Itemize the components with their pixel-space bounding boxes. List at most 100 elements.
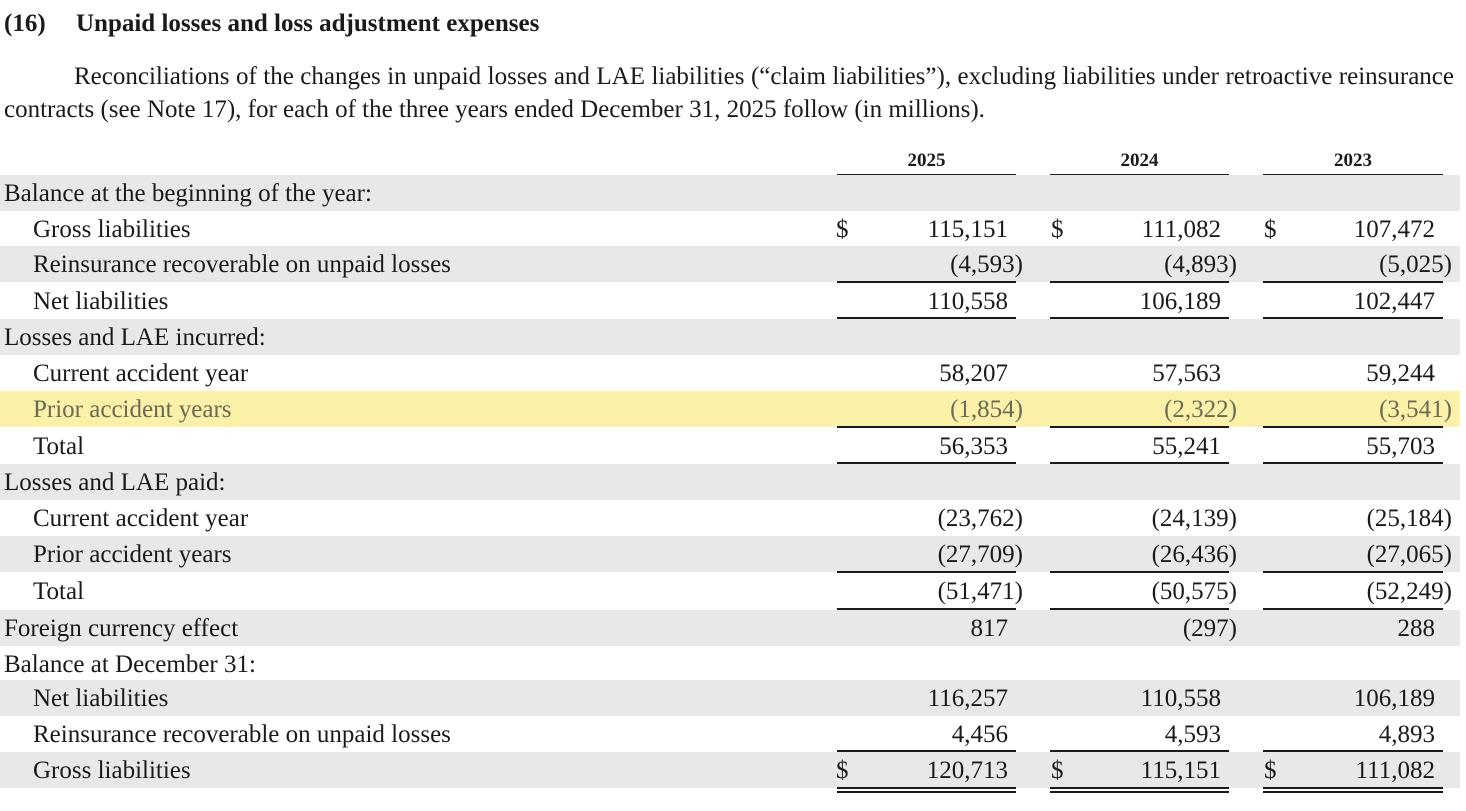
subtotal-rule	[837, 426, 1016, 428]
table-row: Total (51,471) (50,575) (52,249)	[0, 573, 1460, 609]
cell-2024: (24,139)	[1151, 505, 1237, 532]
currency-symbol: $	[1264, 757, 1277, 784]
cell-2025: (23,762)	[937, 505, 1023, 532]
cell-2023: (5,025)	[1379, 251, 1452, 278]
table-row-highlighted: Prior accident years (1,854) (2,322) (3,…	[0, 391, 1460, 427]
total-rule	[1050, 317, 1229, 319]
currency-symbol: $	[836, 757, 849, 784]
cell-2023: 4,893	[1378, 721, 1435, 748]
table-row: Net liabilities 116,257 110,558 106,189	[0, 680, 1460, 716]
table-row: Reinsurance recoverable on unpaid losses…	[0, 246, 1460, 282]
section-heading: (16) Unpaid losses and loss adjustment ex…	[4, 10, 539, 38]
table-row: Losses and LAE incurred:	[0, 319, 1460, 355]
grand-total-double-rule	[837, 787, 1016, 793]
cell-2025: (1,854)	[950, 396, 1023, 423]
currency-symbol: $	[1051, 216, 1064, 243]
row-label: Current accident year	[33, 505, 249, 532]
subtotal-rule	[1263, 750, 1443, 752]
subtotal-rule	[1050, 750, 1229, 752]
subtotal-rule	[1263, 571, 1443, 573]
subtotal-rule	[837, 750, 1016, 752]
grand-total-double-rule	[1050, 787, 1229, 793]
table-row: Gross liabilities $ 120,713 $ 115,151 $ …	[0, 752, 1460, 788]
table-row: Current accident year 58,207 57,563 59,2…	[0, 355, 1460, 391]
year-header-2024: 2024	[1050, 150, 1229, 176]
total-rule	[1050, 608, 1229, 610]
cell-2025: (27,709)	[937, 541, 1023, 568]
row-label: Total	[33, 433, 85, 460]
cell-2023: 102,447	[1353, 288, 1435, 315]
cell-2024: (297)	[1182, 615, 1237, 642]
cell-2024: 106,189	[1139, 288, 1221, 315]
cell-2025: 817	[970, 615, 1009, 642]
cell-2025: 116,257	[927, 685, 1008, 712]
table-row: Losses and LAE paid:	[0, 464, 1460, 500]
row-label: Reinsurance recoverable on unpaid losses	[33, 251, 451, 278]
cell-2023: (27,065)	[1366, 541, 1452, 568]
cell-2025: 115,151	[927, 216, 1008, 243]
total-rule	[1263, 317, 1443, 319]
row-label: Current accident year	[33, 360, 249, 387]
cell-2025: (51,471)	[937, 578, 1023, 605]
cell-2024: 110,558	[1140, 685, 1221, 712]
total-rule	[1050, 462, 1229, 464]
row-label: Balance at the beginning of the year:	[4, 180, 372, 207]
cell-2023: 55,703	[1366, 433, 1435, 460]
year-header-2025: 2025	[837, 150, 1016, 176]
subtotal-rule	[1263, 281, 1443, 283]
currency-symbol: $	[836, 216, 849, 243]
table-row: Gross liabilities $ 115,151 $ 111,082 $ …	[0, 211, 1460, 247]
cell-2025: 110,558	[927, 288, 1008, 315]
row-label: Net liabilities	[33, 288, 169, 315]
cell-2023: 288	[1397, 615, 1436, 642]
currency-symbol: $	[1051, 757, 1064, 784]
grand-total-double-rule	[1263, 787, 1443, 793]
table-row: Prior accident years (27,709) (26,436) (…	[0, 536, 1460, 572]
cell-2023: (52,249)	[1366, 578, 1452, 605]
cell-2023: (3,541)	[1379, 396, 1452, 423]
table-row: Balance at the beginning of the year:	[0, 175, 1460, 211]
table-row: Total 56,353 55,241 55,703	[0, 428, 1460, 464]
total-rule	[837, 608, 1016, 610]
cell-2023: 106,189	[1353, 685, 1435, 712]
row-label: Foreign currency effect	[4, 615, 239, 642]
subtotal-rule	[837, 281, 1016, 283]
subtotal-rule	[1263, 426, 1443, 428]
cell-2025: 120,713	[926, 757, 1008, 784]
cell-2024: (2,322)	[1164, 396, 1237, 423]
cell-2024: 55,241	[1152, 433, 1221, 460]
currency-symbol: $	[1264, 216, 1277, 243]
row-label: Balance at December 31:	[4, 651, 256, 678]
cell-2025: 4,456	[951, 721, 1008, 748]
cell-2024: (4,893)	[1164, 251, 1237, 278]
row-label: Losses and LAE paid:	[4, 469, 226, 496]
cell-2024: 115,151	[1140, 757, 1221, 784]
row-label: Total	[33, 578, 85, 605]
cell-2023: 59,244	[1366, 360, 1435, 387]
subtotal-rule	[837, 571, 1016, 573]
row-label: Prior accident years	[33, 541, 232, 568]
subtotal-rule	[1050, 426, 1229, 428]
row-label: Gross liabilities	[33, 757, 191, 784]
table-row: Current accident year (23,762) (24,139) …	[0, 500, 1460, 536]
year-header-2023: 2023	[1263, 150, 1443, 176]
total-rule	[1263, 608, 1443, 610]
row-label: Prior accident years	[33, 396, 232, 423]
table-row: Reinsurance recoverable on unpaid losses…	[0, 716, 1460, 752]
intro-text: Reconciliations of the changes in unpaid…	[4, 63, 1454, 123]
table-row: Foreign currency effect 817 (297) 288	[0, 610, 1460, 646]
cell-2023: 107,472	[1353, 216, 1435, 243]
intro-paragraph: Reconciliations of the changes in unpaid…	[4, 60, 1454, 126]
total-rule	[837, 317, 1016, 319]
subtotal-rule	[1050, 281, 1229, 283]
cell-2023: (25,184)	[1366, 505, 1452, 532]
row-label: Gross liabilities	[33, 216, 191, 243]
row-label: Net liabilities	[33, 685, 169, 712]
subtotal-rule	[1050, 571, 1229, 573]
total-rule	[837, 462, 1016, 464]
cell-2024: 57,563	[1152, 360, 1221, 387]
row-label: Losses and LAE incurred:	[4, 324, 266, 351]
row-label: Reinsurance recoverable on unpaid losses	[33, 721, 451, 748]
cell-2024: 111,082	[1141, 216, 1221, 243]
section-number: (16)	[4, 10, 46, 37]
